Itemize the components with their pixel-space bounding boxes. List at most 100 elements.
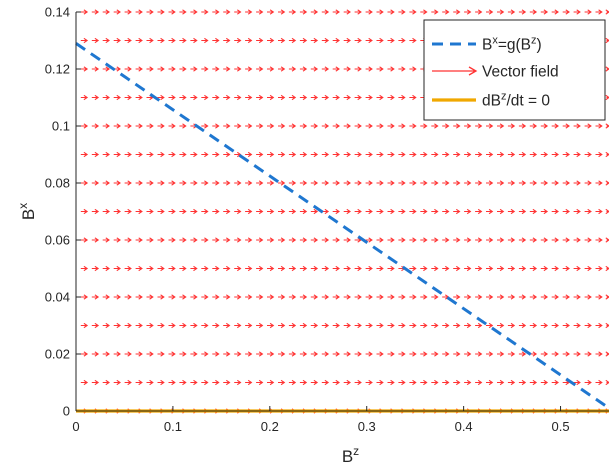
vector-field-arrow bbox=[91, 66, 100, 72]
vector-field-arrow bbox=[179, 322, 187, 329]
vector-field-arrow bbox=[146, 37, 154, 44]
vector-field-arrow bbox=[595, 151, 603, 158]
vector-field-arrow bbox=[146, 66, 154, 72]
vector-field-arrow bbox=[507, 237, 516, 243]
vector-field-arrow bbox=[442, 180, 450, 186]
vector-field-arrow bbox=[190, 265, 198, 272]
vector-field-arrow bbox=[179, 123, 187, 129]
vector-field-arrow bbox=[486, 208, 494, 215]
vector-field-arrow bbox=[146, 151, 154, 158]
vector-field-arrow bbox=[288, 294, 297, 300]
vector-field-arrow bbox=[135, 9, 143, 15]
y-tick-label: 0.14 bbox=[45, 5, 70, 20]
vector-field-arrow bbox=[376, 37, 384, 44]
vector-field-arrow bbox=[102, 351, 110, 357]
legend-label-nullcline: dBz/dt = 0 bbox=[482, 91, 550, 110]
vector-field-arrow bbox=[398, 379, 406, 386]
vector-field-arrow bbox=[387, 322, 395, 329]
vector-field-arrow bbox=[201, 208, 209, 215]
vector-field-arrow bbox=[146, 9, 154, 15]
vector-field-arrow bbox=[288, 151, 297, 158]
vector-field-arrow bbox=[234, 9, 242, 15]
vector-field-arrow bbox=[179, 180, 187, 186]
vector-field-arrow bbox=[124, 66, 132, 72]
vector-field-arrow bbox=[212, 180, 220, 186]
vector-field-arrow bbox=[595, 379, 603, 386]
vector-field-arrow bbox=[562, 208, 570, 215]
vector-field-arrow bbox=[486, 180, 494, 186]
vector-field-arrow bbox=[540, 9, 549, 15]
vector-field-arrow bbox=[365, 237, 373, 243]
vector-field-arrow bbox=[245, 208, 253, 215]
vector-field-arrow bbox=[398, 123, 406, 129]
vector-field-arrow bbox=[442, 123, 450, 129]
vector-field-arrow bbox=[453, 208, 461, 215]
vector-field-arrow bbox=[453, 123, 461, 129]
vector-field-arrow bbox=[464, 379, 472, 386]
vector-field-arrow bbox=[486, 379, 494, 386]
vector-field-arrow bbox=[157, 9, 165, 15]
vector-field-arrow bbox=[573, 9, 581, 15]
vector-field-arrow bbox=[80, 151, 89, 158]
vector-field-arrow bbox=[113, 294, 121, 300]
vector-field-arrow bbox=[179, 66, 187, 72]
vector-field-arrow bbox=[80, 322, 89, 329]
vector-field-arrow bbox=[124, 123, 132, 129]
vector-field-arrow bbox=[113, 208, 121, 215]
vector-field-arrow bbox=[80, 351, 89, 357]
vector-field-arrow bbox=[562, 151, 570, 158]
vector-field-arrow bbox=[157, 94, 165, 101]
vector-field-arrow bbox=[584, 9, 592, 15]
vector-field-arrow bbox=[551, 379, 559, 386]
vector-field-arrow bbox=[157, 294, 165, 300]
vector-field-arrow bbox=[256, 237, 264, 243]
vector-field-arrow bbox=[124, 180, 132, 186]
vector-field-arrow bbox=[256, 180, 264, 186]
vector-field-arrow bbox=[91, 180, 100, 186]
vector-field-arrow bbox=[529, 9, 538, 15]
vector-field-arrow bbox=[212, 351, 220, 357]
vector-field-arrow bbox=[365, 379, 373, 386]
vector-field-arrow bbox=[124, 94, 132, 101]
vector-field-arrow bbox=[453, 322, 461, 329]
legend-label-field: Vector field bbox=[482, 64, 559, 81]
vector-field-arrow bbox=[540, 180, 549, 186]
vector-field-arrow bbox=[398, 94, 406, 101]
vector-field-arrow bbox=[442, 351, 450, 357]
vector-field-arrow bbox=[398, 180, 406, 186]
vector-field-arrow bbox=[278, 208, 286, 215]
vector-field-arrow bbox=[343, 265, 351, 272]
vector-field-arrow bbox=[201, 66, 209, 72]
vector-field-arrow bbox=[157, 208, 165, 215]
vector-field-arrow bbox=[584, 237, 592, 243]
vector-field-arrow bbox=[332, 9, 340, 15]
vector-field-arrow bbox=[573, 379, 581, 386]
vector-field-arrow bbox=[310, 237, 319, 243]
vector-field-arrow bbox=[102, 37, 110, 44]
vector-field-arrow bbox=[431, 322, 439, 329]
vector-field-arrow bbox=[321, 379, 330, 386]
vector-field-arrow bbox=[124, 208, 132, 215]
vector-field-arrow bbox=[387, 123, 395, 129]
vector-field-arrow bbox=[420, 237, 428, 243]
vector-field-arrow bbox=[256, 351, 264, 357]
vector-field-arrow bbox=[442, 237, 450, 243]
vector-field-arrow bbox=[146, 265, 154, 272]
vector-field-arrow bbox=[102, 66, 110, 72]
vector-field-arrow bbox=[387, 180, 395, 186]
vector-field-arrow bbox=[507, 180, 516, 186]
vector-field-arrow bbox=[310, 94, 319, 101]
vector-field-arrow bbox=[201, 294, 209, 300]
vector-field-arrow bbox=[540, 322, 549, 329]
vector-field-arrow bbox=[223, 94, 231, 101]
vector-field-arrow bbox=[431, 379, 439, 386]
vector-field-arrow bbox=[179, 37, 187, 44]
vector-field-arrow bbox=[529, 180, 538, 186]
vector-field-arrow bbox=[518, 237, 527, 243]
vector-field-arrow bbox=[299, 94, 308, 101]
vector-field-arrow bbox=[256, 9, 264, 15]
vector-field-arrow bbox=[486, 123, 494, 129]
vector-field-arrow bbox=[420, 123, 428, 129]
vector-field-arrow bbox=[212, 9, 220, 15]
vector-field-arrow bbox=[420, 379, 428, 386]
